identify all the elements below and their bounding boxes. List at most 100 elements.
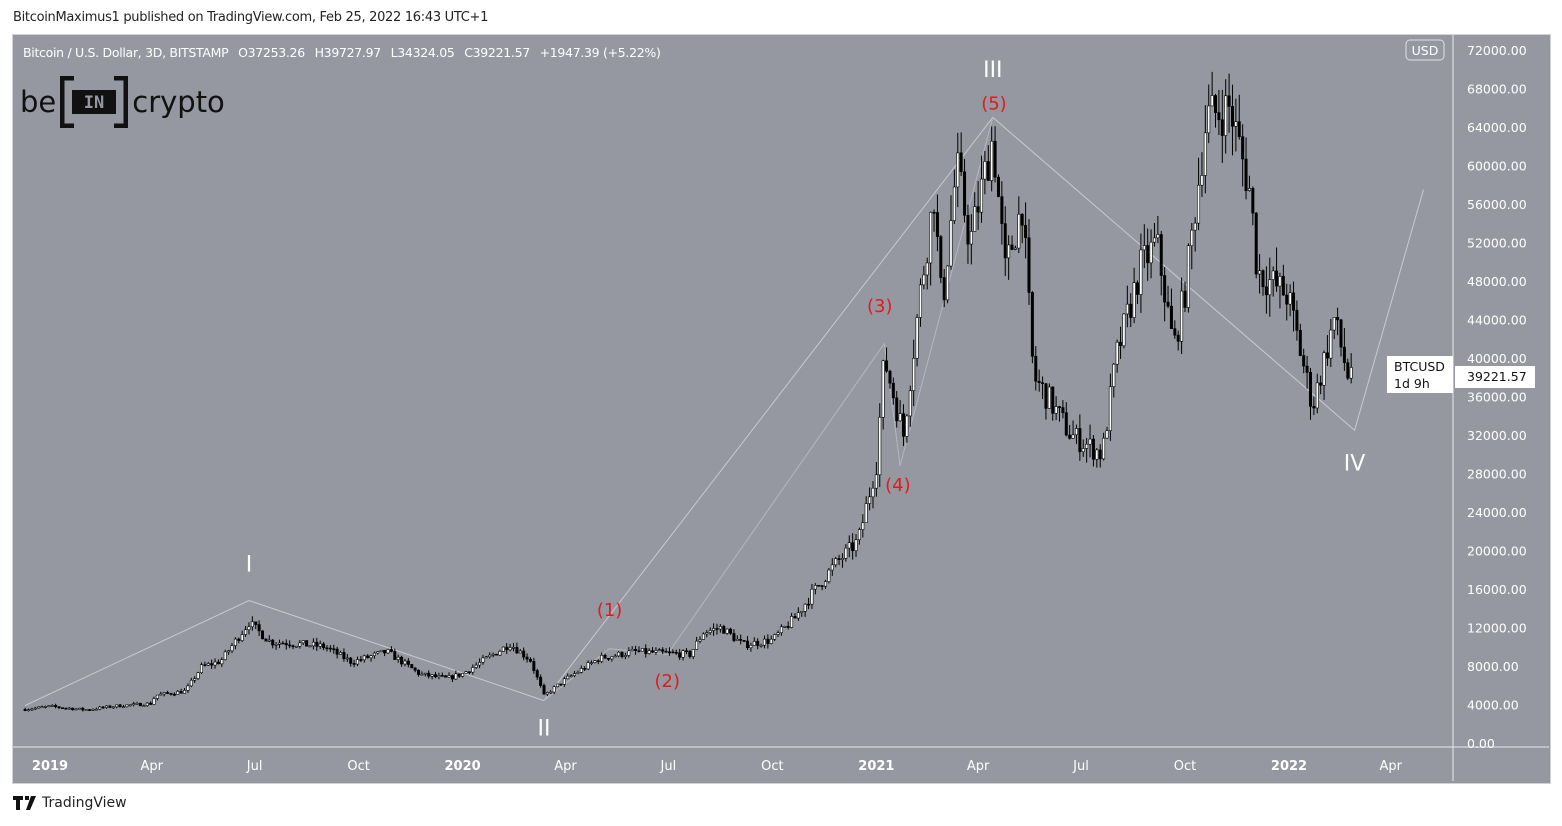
candle-down (389, 649, 393, 652)
price-tick-label: 36000.00 (1467, 390, 1527, 405)
candle-up (1054, 406, 1058, 414)
candle-down (1020, 213, 1024, 226)
candle-up (47, 705, 51, 707)
candle-down (1308, 372, 1312, 407)
candle-down (596, 660, 600, 662)
tradingview-footer[interactable]: TradingView (13, 795, 127, 811)
candle-up (355, 659, 359, 665)
candle-up (1258, 270, 1262, 275)
candle-up (396, 656, 400, 660)
candle-up (1210, 95, 1214, 107)
price-tick-label: 52000.00 (1467, 236, 1527, 251)
candle-up (379, 649, 383, 652)
candle-down (678, 652, 682, 658)
candle-up (386, 649, 390, 654)
candle-down (542, 685, 546, 695)
candle-up (220, 659, 224, 665)
candle-up (922, 274, 926, 286)
candle-down (1264, 286, 1268, 296)
candle-up (132, 703, 136, 706)
candle-up (1203, 132, 1207, 176)
candle-up (1329, 329, 1333, 359)
candle-up (67, 707, 71, 710)
candle-down (535, 670, 539, 678)
candle-up (1268, 279, 1272, 296)
candle-up (1247, 188, 1251, 191)
candle-up (430, 674, 434, 677)
candle-up (1186, 245, 1190, 308)
candle-up (508, 647, 512, 651)
candle-down (661, 649, 665, 652)
candle-down (1058, 406, 1062, 408)
wave-label: II (538, 716, 551, 741)
candle-up (881, 360, 885, 418)
candle-up (969, 231, 973, 245)
time-axis[interactable]: 2019 Apr Jul Oct 2020 Apr Jul Oct 2021 Apr Jul Oct 2… (32, 759, 1403, 774)
candle-up (776, 632, 780, 635)
candle-up (193, 678, 197, 681)
candle-up (925, 262, 929, 276)
candle-down (166, 692, 170, 694)
time-tick-label: Oct (347, 759, 369, 774)
candle-up (176, 690, 180, 695)
candle-up (573, 673, 577, 676)
candle-down (1295, 310, 1299, 331)
candle-up (1125, 303, 1129, 315)
candle-up (617, 651, 621, 657)
candle-up (905, 415, 909, 437)
candle-down (1244, 158, 1248, 191)
candle-down (325, 647, 329, 650)
candle-down (817, 584, 821, 587)
symbol-title: Bitcoin / U.S. Dollar, 3D, BITSTAMP (23, 45, 229, 60)
candle-down (1325, 352, 1329, 359)
candle-down (1034, 355, 1038, 382)
wave-label: (2) (654, 671, 680, 692)
candle-down (935, 212, 939, 237)
candle-down (410, 664, 414, 669)
candle-down (651, 650, 655, 653)
candle-down (851, 542, 855, 552)
time-tick-label: Oct (1174, 759, 1196, 774)
candle-up (301, 640, 305, 644)
candle-down (746, 640, 750, 649)
candle-up (657, 649, 661, 651)
candle-up (691, 649, 695, 657)
candle-up (912, 357, 916, 391)
candle-down (1251, 188, 1255, 214)
candle-down (271, 639, 275, 646)
candle-up (372, 652, 376, 657)
candle-down (1241, 136, 1245, 160)
candle-down (895, 397, 899, 422)
candle-up (973, 206, 977, 232)
candle-up (105, 705, 109, 708)
candle-up (569, 675, 573, 677)
candle-up (990, 140, 994, 181)
candle-up (1132, 282, 1136, 318)
candle-up (491, 653, 495, 656)
candle-down (54, 705, 58, 708)
candle-down (1292, 292, 1296, 311)
candle-up (566, 675, 570, 680)
candle-up (752, 641, 756, 646)
price-axis[interactable]: 72000.00 68000.00 64000.00 60000.00 56000.00… (1467, 43, 1527, 751)
candle-down (495, 653, 499, 656)
candle-down (932, 211, 936, 214)
candle-down (1214, 95, 1218, 113)
publisher-line: BitcoinMaximus1 published on TradingView… (13, 10, 489, 25)
logo-bracket-in: IN (60, 76, 129, 128)
candle-down (1298, 330, 1302, 356)
candle-up (874, 474, 878, 489)
candle-down (756, 641, 760, 646)
candle-up (199, 664, 203, 673)
candle-up (552, 686, 556, 693)
candle-up (647, 650, 651, 654)
candle-up (1095, 449, 1099, 460)
candle-up (339, 652, 343, 655)
candle-down (433, 674, 437, 678)
candles (23, 71, 1353, 712)
wave-label: (5) (981, 94, 1007, 115)
currency-button[interactable]: USD (1405, 39, 1445, 61)
price-tick-label: 32000.00 (1467, 428, 1527, 443)
candle-up (844, 547, 848, 559)
